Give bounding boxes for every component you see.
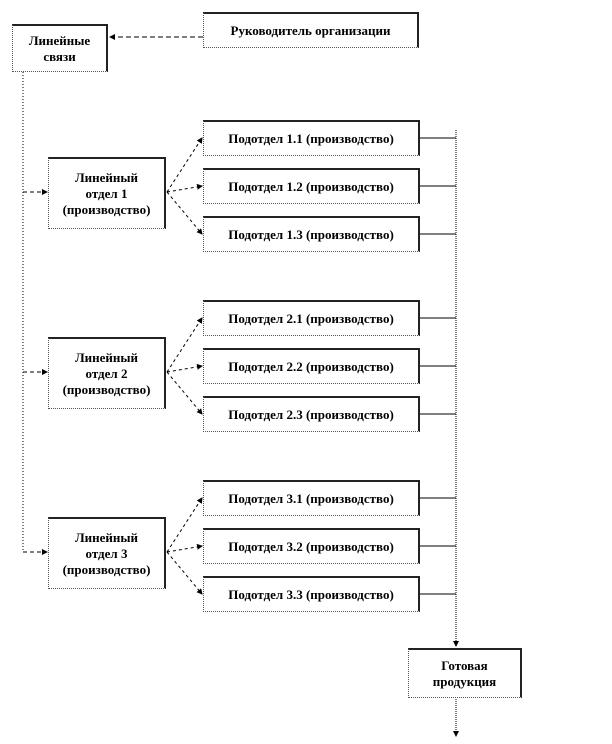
subdepartment-box: Подотдел 1.1 (производство)	[203, 120, 420, 156]
subdepartment-label: Подотдел 1.1 (производство)	[228, 130, 394, 146]
department-to-subdepartment-arrow	[166, 371, 203, 415]
subdepartment-box: Подотдел 3.2 (производство)	[203, 528, 420, 564]
department-to-subdepartment-arrow	[166, 551, 203, 595]
department-label: Линейный отдел 3 (производство)	[62, 529, 151, 577]
subdepartment-box: Подотдел 1.2 (производство)	[203, 168, 420, 204]
subdepartment-box: Подотдел 1.3 (производство)	[203, 216, 420, 252]
department-to-subdepartment-arrow	[166, 543, 203, 553]
linear-links-label: Линейные связи	[28, 32, 91, 64]
department-box-2: Линейный отдел 2 (производство)	[48, 337, 166, 409]
subdepartment-box: Подотдел 3.1 (производство)	[203, 480, 420, 516]
department-box-3: Линейный отдел 3 (производство)	[48, 517, 166, 589]
department-to-subdepartment-arrow	[166, 183, 203, 193]
subdepartment-label: Подотдел 3.3 (производство)	[228, 586, 394, 602]
subdepartment-box: Подотдел 3.3 (производство)	[203, 576, 420, 612]
department-label: Линейный отдел 1 (производство)	[62, 169, 151, 217]
subdepartment-label: Подотдел 2.1 (производство)	[228, 310, 394, 326]
department-box-1: Линейный отдел 1 (производство)	[48, 157, 166, 229]
head-box: Руководитель организации	[203, 12, 419, 48]
subdepartment-label: Подотдел 1.2 (производство)	[228, 178, 394, 194]
output-label: Готовая продукция	[432, 657, 497, 689]
department-to-subdepartment-arrow	[166, 363, 203, 373]
linear-links-box: Линейные связи	[12, 24, 108, 72]
department-to-subdepartment-arrow	[166, 137, 203, 193]
department-to-subdepartment-arrow	[166, 191, 203, 235]
department-to-subdepartment-arrow	[166, 497, 203, 553]
subdepartment-box: Подотдел 2.1 (производство)	[203, 300, 420, 336]
subdepartment-label: Подотдел 1.3 (производство)	[228, 226, 394, 242]
subdepartment-label: Подотдел 3.2 (производство)	[228, 538, 394, 554]
subdepartment-label: Подотдел 2.3 (производство)	[228, 406, 394, 422]
subdepartment-label: Подотдел 2.2 (производство)	[228, 358, 394, 374]
subdepartment-box: Подотдел 2.2 (производство)	[203, 348, 420, 384]
subdepartment-label: Подотдел 3.1 (производство)	[228, 490, 394, 506]
department-to-subdepartment-arrow	[166, 317, 203, 373]
department-label: Линейный отдел 2 (производство)	[62, 349, 151, 397]
subdepartment-box: Подотдел 2.3 (производство)	[203, 396, 420, 432]
head-label: Руководитель организации	[230, 22, 391, 38]
output-box: Готовая продукция	[408, 648, 522, 698]
